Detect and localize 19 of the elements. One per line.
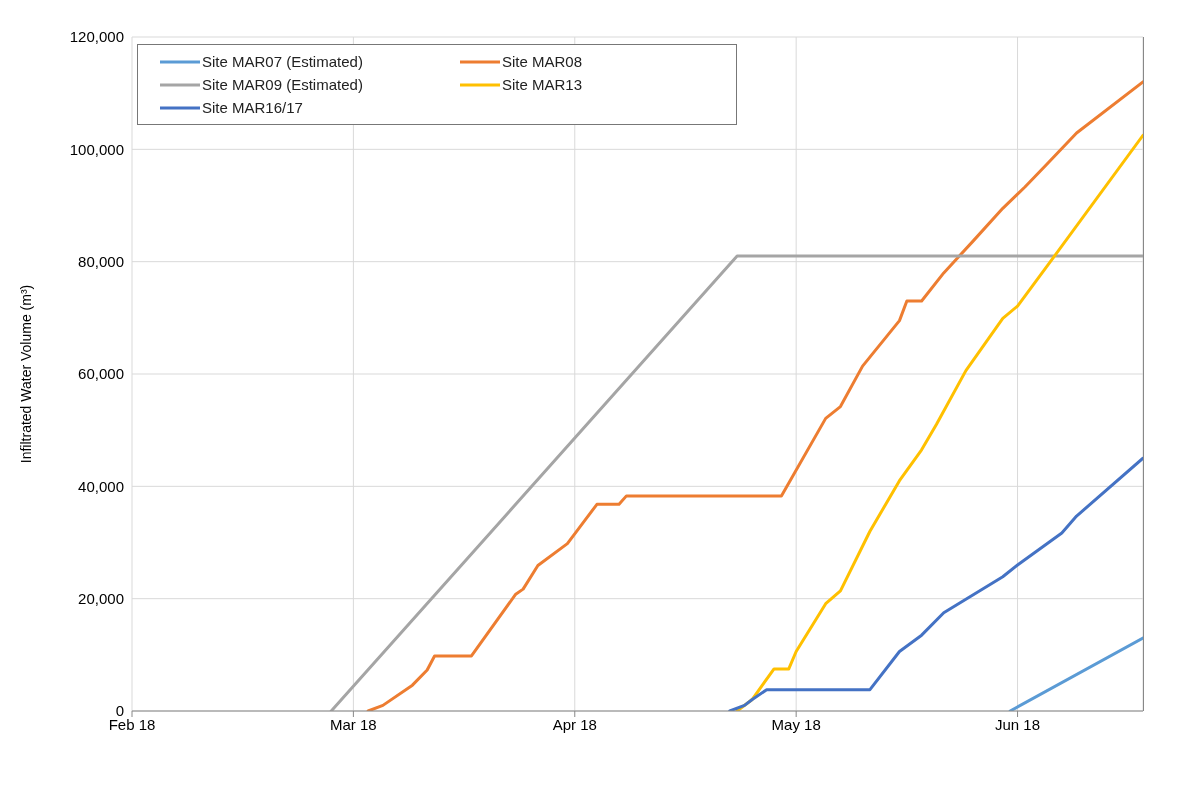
y-tick-label: 100,000 [69, 140, 124, 158]
line-series [728, 456, 1143, 711]
legend-label: Site MAR13 [502, 76, 583, 93]
y-tick-label: 80,000 [78, 252, 124, 270]
line-series [366, 80, 1143, 711]
y-axis-title: Infiltrated Water Volume (m³) [17, 284, 34, 464]
x-tick-label: May 18 [771, 715, 821, 733]
y-tick-label: 20,000 [78, 589, 124, 607]
y-tick-label: 120,000 [69, 28, 124, 46]
x-tick-label: Apr 18 [552, 715, 597, 733]
x-tick-label: Mar 18 [330, 715, 377, 733]
legend-label: Site MAR07 (Estimated) [202, 53, 363, 70]
x-tick-label: Jun 18 [995, 715, 1041, 733]
legend-label: Site MAR08 [502, 53, 583, 70]
y-tick-label: 40,000 [78, 477, 124, 495]
y-tick-label: 60,000 [78, 365, 124, 383]
line-series [735, 133, 1143, 711]
legend-label: Site MAR16/17 [202, 99, 303, 116]
legend-label: Site MAR09 (Estimated) [202, 76, 363, 93]
